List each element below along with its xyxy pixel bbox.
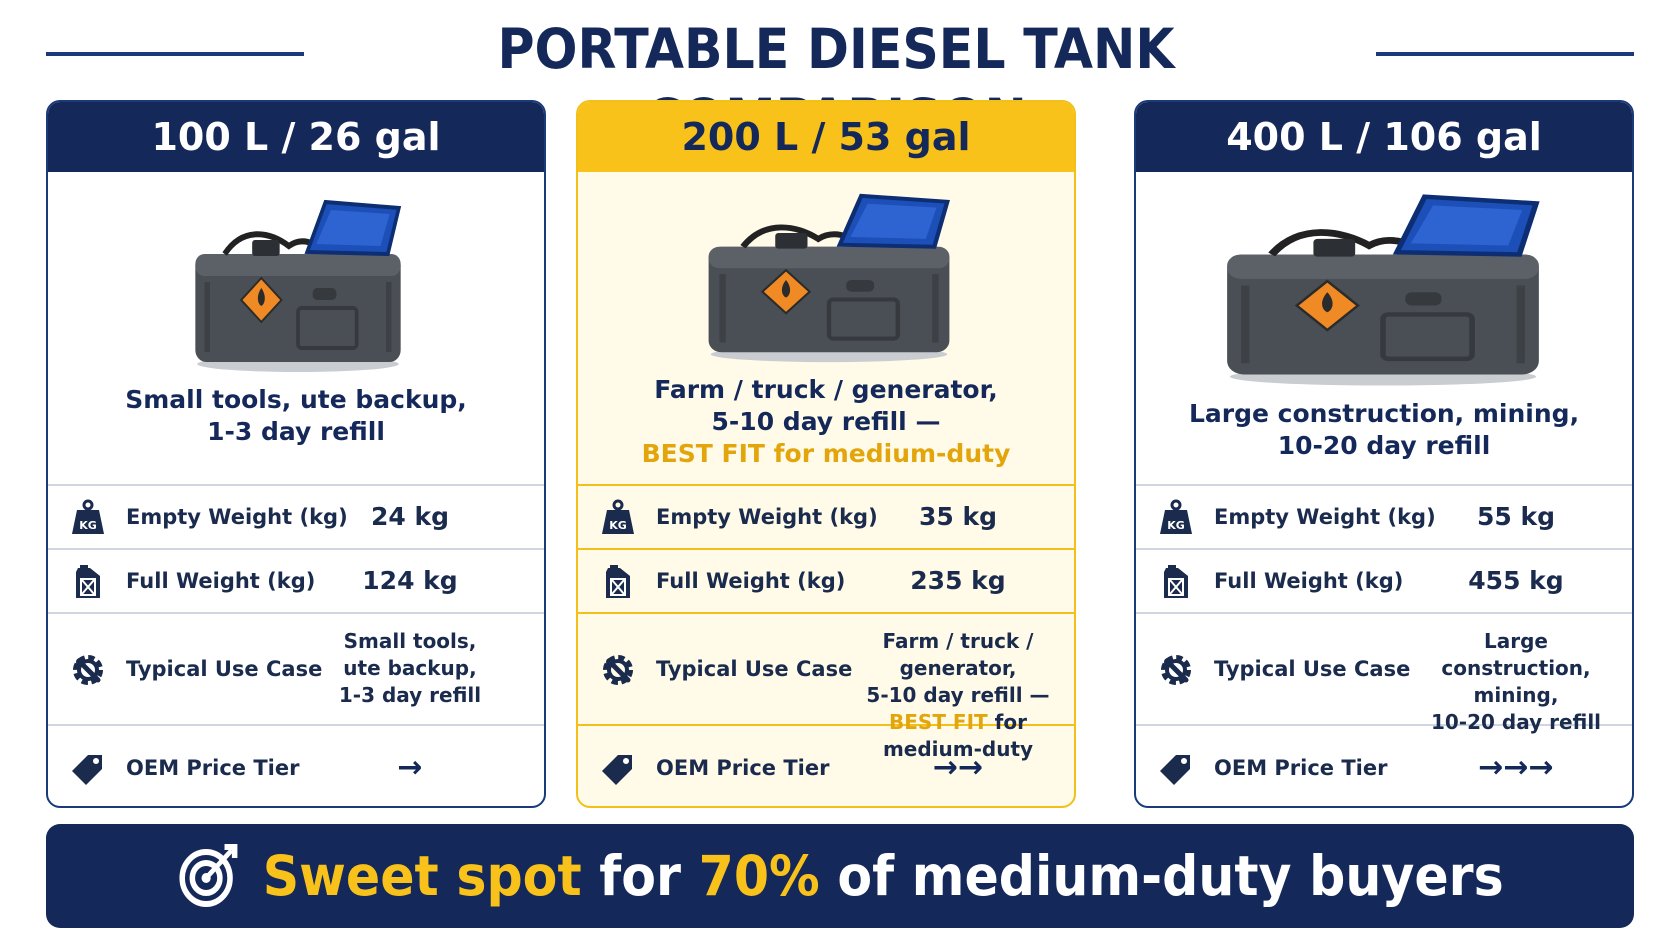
- banner-text-rest: of medium-duty buyers: [819, 844, 1504, 908]
- kg-weight-icon: KG: [72, 499, 104, 534]
- title-row: PORTABLE DIESEL TANK COMPARISON: [0, 14, 1672, 151]
- price-tier-arrows: →→→: [1478, 750, 1554, 785]
- diesel-tank-illustration: [708, 193, 950, 363]
- use-case-line: 1-3 day refill: [338, 683, 482, 707]
- gear-wrench-icon: [603, 655, 633, 685]
- empty-weight-value: 24 kg: [370, 502, 449, 531]
- title-rule-left: [46, 52, 304, 56]
- banner-highlight-percent: 70%: [698, 844, 820, 908]
- row-use-case: Typical Use Case Small tools, ute backup,…: [48, 614, 544, 726]
- row-full-weight: Full Weight (kg) 455 kg: [1136, 550, 1632, 614]
- spec-rows: KG Empty Weight (kg) 24 kg Full Weight (…: [48, 484, 544, 806]
- spec-rows: KG Empty Weight (kg) 55 kg Full Weight (…: [1136, 484, 1632, 806]
- tank-card-2: 200 L / 53 gal Farm / truck / generator,…: [576, 100, 1076, 808]
- spec-rows: KG Empty Weight (kg) 35 kg Full Weight (…: [578, 484, 1074, 806]
- row-label-use-case: Typical Use Case: [126, 657, 323, 681]
- row-label-use-case: Typical Use Case: [1214, 657, 1411, 681]
- tank-card-1: 100 L / 26 gal Small tools, ute backup, …: [46, 100, 546, 808]
- tank-card-3: 400 L / 106 gal Large construction, mini…: [1134, 100, 1634, 808]
- card-hero: Small tools, ute backup, 1-3 day refill: [48, 172, 544, 484]
- banner-highlight-sweet-spot: Sweet spot: [262, 844, 582, 908]
- row-use-case: Typical Use Case Farm / truck / generato…: [578, 614, 1074, 761]
- row-label-full-weight: Full Weight (kg): [126, 569, 316, 593]
- card-header: 400 L / 106 gal: [1136, 102, 1632, 172]
- row-label-empty-weight: Empty Weight (kg): [1214, 505, 1436, 529]
- row-price-tier: OEM Price Tier →: [48, 726, 544, 806]
- jerrycan-icon: [76, 565, 100, 598]
- row-label-empty-weight: Empty Weight (kg): [126, 505, 348, 529]
- hero-line-1: Small tools, ute backup,: [125, 385, 467, 414]
- diesel-tank-illustration: [195, 199, 402, 372]
- card-header: 100 L / 26 gal: [48, 102, 544, 172]
- row-label-empty-weight: Empty Weight (kg): [656, 505, 878, 529]
- use-case-line: mining,: [1473, 683, 1559, 707]
- hero-description: Farm / truck / generator, 5-10 day refil…: [578, 374, 1074, 470]
- jerrycan-icon: [606, 565, 630, 598]
- use-case-value: Small tools, ute backup, 1-3 day refill: [310, 628, 510, 709]
- row-label-price-tier: OEM Price Tier: [656, 756, 830, 780]
- hero-best-fit: BEST FIT for medium-duty: [641, 439, 1011, 468]
- row-full-weight: Full Weight (kg) 124 kg: [48, 550, 544, 614]
- price-tier-arrows: →→: [932, 750, 984, 785]
- diesel-tank-illustration: [1227, 194, 1540, 386]
- banner-text-for: for: [581, 844, 699, 908]
- card-hero: Large construction, mining, 10-20 day re…: [1136, 172, 1632, 484]
- use-case-line: 5-10 day refill —: [866, 683, 1050, 707]
- price-tag-icon: [72, 755, 102, 785]
- use-case-line: Farm / truck / generator,: [882, 629, 1034, 680]
- use-case-line: BEST FIT for medium-duty: [848, 709, 1068, 763]
- row-empty-weight: KG Empty Weight (kg) 24 kg: [48, 486, 544, 550]
- use-case-value: Farm / truck / generator, 5-10 day refill…: [848, 628, 1068, 763]
- full-weight-value: 455 kg: [1468, 566, 1564, 595]
- empty-weight-value: 55 kg: [1476, 502, 1555, 531]
- row-label-full-weight: Full Weight (kg): [656, 569, 846, 593]
- row-price-tier: OEM Price Tier →→→: [1136, 726, 1632, 806]
- row-label-price-tier: OEM Price Tier: [1214, 756, 1388, 780]
- use-case-best-fit: BEST FIT: [889, 710, 988, 734]
- row-empty-weight: KG Empty Weight (kg) 35 kg: [578, 486, 1074, 550]
- use-case-value: Large construction, mining, 10-20 day refi…: [1406, 628, 1626, 736]
- card-header: 200 L / 53 gal: [578, 102, 1074, 172]
- price-tag-icon: [602, 755, 632, 785]
- row-full-weight: Full Weight (kg) 235 kg: [578, 550, 1074, 614]
- gear-wrench-icon: [1161, 655, 1191, 685]
- row-label-price-tier: OEM Price Tier: [126, 756, 300, 780]
- jerrycan-icon: [1164, 565, 1188, 598]
- kg-weight-icon: KG: [1160, 499, 1192, 534]
- hero-line-2: 1-3 day refill: [207, 417, 385, 446]
- empty-weight-value: 35 kg: [918, 502, 997, 531]
- use-case-line: ute backup,: [343, 656, 477, 680]
- title-rule-right: [1376, 52, 1634, 56]
- row-label-use-case: Typical Use Case: [656, 657, 853, 681]
- price-tier-arrows: →: [397, 750, 423, 785]
- use-case-rest: for medium-duty: [882, 710, 1034, 761]
- hero-line-1: Large construction, mining,: [1188, 399, 1580, 428]
- gear-wrench-icon: [73, 655, 103, 685]
- row-price-tier: OEM Price Tier →→: [578, 726, 1074, 806]
- bottom-banner: Sweet spot for 70% of medium-duty buyers: [46, 824, 1634, 928]
- price-tag-icon: [1160, 755, 1190, 785]
- use-case-line: Large construction,: [1441, 629, 1591, 680]
- use-case-line: Small tools,: [343, 629, 477, 653]
- hero-line-2: 10-20 day refill: [1277, 431, 1491, 460]
- full-weight-value: 235 kg: [910, 566, 1006, 595]
- row-label-full-weight: Full Weight (kg): [1214, 569, 1404, 593]
- kg-weight-icon: KG: [602, 499, 634, 534]
- hero-line-2: 5-10 day refill —: [711, 407, 941, 436]
- use-case-line: 10-20 day refill: [1430, 710, 1602, 734]
- kg-label: KG: [1167, 519, 1185, 532]
- hero-description: Large construction, mining, 10-20 day re…: [1136, 398, 1632, 462]
- full-weight-value: 124 kg: [362, 566, 458, 595]
- hero-description: Small tools, ute backup, 1-3 day refill: [48, 384, 544, 448]
- card-hero: Farm / truck / generator, 5-10 day refil…: [578, 172, 1074, 484]
- row-empty-weight: KG Empty Weight (kg) 55 kg: [1136, 486, 1632, 550]
- kg-label: KG: [79, 519, 97, 532]
- target-icon: [178, 843, 237, 907]
- hero-line-1: Farm / truck / generator,: [654, 375, 998, 404]
- row-use-case: Typical Use Case Large construction, mini…: [1136, 614, 1632, 734]
- banner-text: Sweet spot for 70% of medium-duty buyers: [110, 824, 1571, 928]
- kg-label: KG: [609, 519, 627, 532]
